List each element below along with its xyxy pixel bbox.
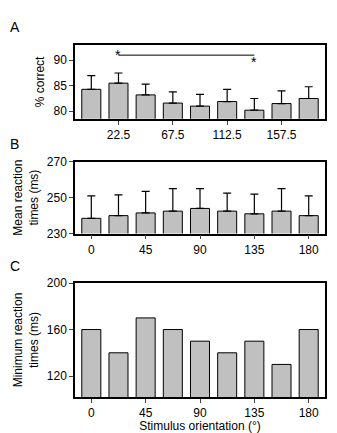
svg-text:270: 270 bbox=[47, 155, 67, 169]
svg-text:135: 135 bbox=[244, 406, 264, 420]
svg-text:A: A bbox=[10, 19, 20, 35]
svg-text:45: 45 bbox=[139, 243, 153, 257]
svg-text:160: 160 bbox=[47, 323, 67, 337]
svg-text:C: C bbox=[10, 258, 20, 274]
svg-text:180: 180 bbox=[299, 243, 319, 257]
svg-text:200: 200 bbox=[47, 276, 67, 290]
svg-text:22.5: 22.5 bbox=[107, 128, 131, 142]
svg-text:180: 180 bbox=[299, 406, 319, 420]
svg-text:Mean reactiontimes (ms): Mean reactiontimes (ms) bbox=[11, 160, 41, 236]
svg-text:*: * bbox=[251, 54, 257, 70]
svg-text:85: 85 bbox=[53, 79, 67, 93]
svg-text:120: 120 bbox=[47, 369, 67, 383]
svg-text:Minimum reactiontimes (ms): Minimum reactiontimes (ms) bbox=[11, 293, 41, 388]
svg-text:*: * bbox=[115, 47, 121, 63]
svg-text:45: 45 bbox=[139, 406, 153, 420]
svg-text:0: 0 bbox=[88, 243, 95, 257]
svg-text:250: 250 bbox=[47, 191, 67, 205]
svg-text:% correct: % correct bbox=[33, 56, 47, 107]
svg-text:B: B bbox=[10, 136, 19, 152]
svg-text:Stimulus orientation (°): Stimulus orientation (°) bbox=[139, 419, 261, 433]
svg-text:67.5: 67.5 bbox=[161, 128, 185, 142]
svg-text:135: 135 bbox=[244, 243, 264, 257]
svg-text:112.5: 112.5 bbox=[213, 128, 242, 142]
svg-text:0: 0 bbox=[88, 406, 95, 420]
svg-text:80: 80 bbox=[53, 104, 67, 118]
svg-text:157.5: 157.5 bbox=[267, 128, 297, 142]
svg-text:90: 90 bbox=[193, 243, 207, 257]
svg-text:230: 230 bbox=[47, 227, 67, 241]
svg-text:90: 90 bbox=[53, 53, 67, 67]
svg-text:90: 90 bbox=[193, 406, 207, 420]
